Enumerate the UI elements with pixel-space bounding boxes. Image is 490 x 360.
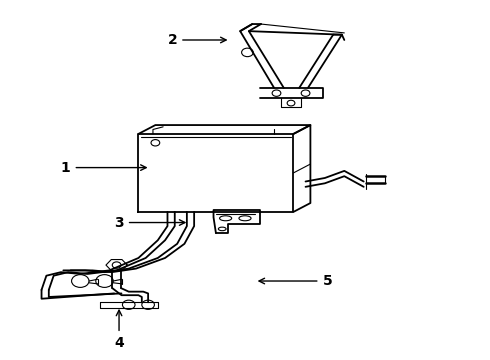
Text: 3: 3 [114, 216, 185, 230]
Text: 2: 2 [168, 33, 226, 47]
Text: 5: 5 [259, 274, 332, 288]
Text: 4: 4 [114, 310, 124, 350]
Text: 1: 1 [61, 161, 146, 175]
